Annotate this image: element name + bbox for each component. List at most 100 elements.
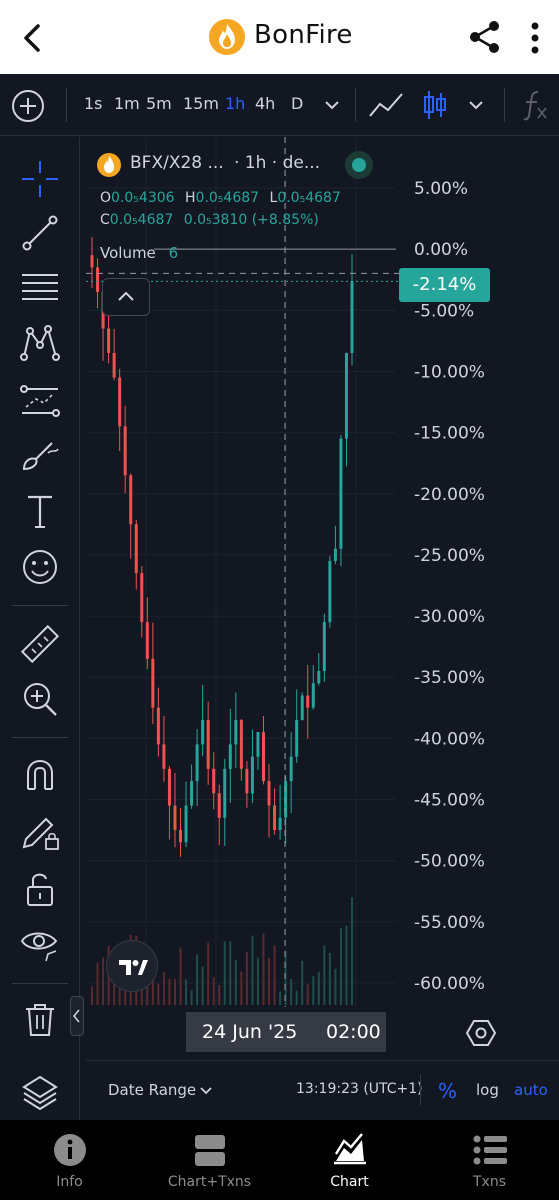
collapse-legend-button[interactable] (102, 278, 150, 316)
chevron-down-icon[interactable] (466, 88, 486, 122)
price-chart[interactable]: 5.00% 0.00% -5.00% -10.00% -15.00% -20.00% -25… (86, 137, 559, 1060)
brush-icon[interactable] (18, 433, 62, 477)
market-status-icon (345, 151, 373, 179)
emoji-icon[interactable] (18, 545, 62, 589)
log-scale-toggle[interactable]: log (476, 1081, 499, 1099)
candle-body (201, 719, 205, 745)
tradingview-logo[interactable] (106, 940, 158, 992)
line-chart-icon[interactable] (368, 88, 406, 122)
volume-bar (279, 991, 282, 1005)
info-icon (53, 1134, 86, 1166)
volume-bar (328, 952, 331, 1005)
volume-bar (262, 933, 265, 1005)
zoom-in-icon[interactable] (18, 677, 62, 721)
nav-txns[interactable]: Txns (420, 1120, 559, 1200)
candles-icon[interactable] (422, 88, 448, 122)
back-arrow-icon[interactable] (14, 18, 54, 58)
share-icon[interactable] (466, 18, 504, 56)
nav-chart[interactable]: Chart (280, 1120, 419, 1200)
timeframe-5m[interactable]: 5m (146, 94, 172, 113)
candle-body (156, 707, 160, 745)
candle-body (350, 281, 354, 353)
candle-body (184, 805, 188, 843)
text-tool-icon[interactable] (18, 489, 62, 533)
bonfire-logo-icon (209, 19, 245, 55)
volume-bar (173, 978, 176, 1005)
percent-scale-toggle[interactable]: % (438, 1079, 458, 1103)
magnet-icon[interactable] (18, 753, 62, 797)
toolbar-divider (355, 88, 356, 122)
fib-retracement-icon[interactable] (18, 265, 62, 309)
candle-body (306, 695, 310, 708)
nav-info[interactable]: Info (0, 1120, 139, 1200)
price-axis-label: -50.00% (414, 852, 485, 872)
toolbar-divider (504, 88, 505, 122)
volume-bar (284, 951, 287, 1005)
timeframe-15m[interactable]: 15m (183, 94, 219, 113)
price-axis-label: -30.00% (414, 607, 485, 627)
trash-icon[interactable] (18, 997, 62, 1041)
candle-body (228, 744, 232, 769)
list-icon (473, 1135, 507, 1165)
session-clock[interactable]: 13:19:23 (UTC+1) (296, 1081, 423, 1097)
app-title: BonFire (254, 20, 353, 50)
trend-line-icon[interactable] (18, 211, 62, 255)
chart-grid (86, 137, 396, 1007)
symbol-name: BFX/X28 ... (130, 153, 224, 173)
date-range-button[interactable]: Date Range (108, 1081, 197, 1099)
volume-bar (162, 971, 165, 1005)
lock-drawings-edit-icon[interactable] (18, 809, 62, 853)
auto-scale-toggle[interactable]: auto (514, 1081, 548, 1099)
timeframe-1s[interactable]: 1s (84, 94, 103, 113)
forecast-icon[interactable] (18, 379, 62, 423)
nav-chart-txns[interactable]: Chart+Txns (140, 1120, 279, 1200)
candle-body (206, 719, 210, 769)
candle-body (300, 695, 304, 720)
volume-bar (157, 983, 160, 1005)
volume-bar (301, 960, 304, 1005)
low-label: L (269, 190, 278, 206)
chevron-down-icon[interactable] (198, 1081, 214, 1101)
volume-bar (268, 957, 271, 1005)
timeframe-1m[interactable]: 1m (114, 94, 140, 113)
bottom-navigation: Info Chart+Txns Chart Txns (0, 1120, 559, 1200)
more-vertical-icon[interactable] (522, 18, 548, 58)
candle-body (322, 622, 326, 671)
high-value: 0.0₅4687 (195, 190, 260, 206)
candle-body (261, 732, 265, 782)
candle-body (273, 805, 277, 830)
timeframe-4h[interactable]: 4h (255, 94, 276, 113)
add-symbol-icon[interactable] (10, 88, 46, 124)
volume-bar (151, 979, 154, 1005)
candle-body (118, 377, 122, 427)
chevron-up-icon (118, 291, 134, 301)
volume-bar (256, 957, 259, 1005)
price-axis-label: -25.00% (414, 546, 485, 566)
eye-visibility-icon[interactable] (18, 921, 62, 965)
pattern-icon[interactable] (18, 321, 62, 365)
candle-body (123, 426, 127, 476)
volume-bar (179, 947, 182, 1005)
unlock-icon[interactable] (18, 867, 62, 911)
layers-icon[interactable] (18, 1071, 62, 1115)
timeframe-d[interactable]: D (291, 94, 304, 113)
candle-body (140, 573, 144, 623)
ruler-icon[interactable] (18, 623, 62, 667)
chart-settings-icon[interactable] (464, 1016, 498, 1050)
candle-body (328, 560, 332, 623)
chevron-down-icon[interactable] (322, 88, 342, 122)
collapse-toolbar-tab[interactable] (70, 996, 84, 1036)
volume-bar (306, 984, 309, 1005)
indicators-fx-icon[interactable] (518, 88, 550, 122)
crosshair-date: 24 Jun '25 (202, 1021, 298, 1043)
timeframe-1h[interactable]: 1h (225, 94, 246, 113)
change-value: 0.0₅3810 (+8.85%) (183, 212, 319, 228)
volume-bar (273, 945, 276, 1005)
price-axis-label: 0.00% (414, 240, 468, 260)
crosshair-icon[interactable] (18, 157, 62, 201)
candle-body (333, 548, 337, 561)
volume-legend: Volume 6 (100, 244, 178, 262)
symbol-interval: · 1h · de... (234, 153, 321, 173)
candle-body (284, 781, 288, 818)
volume-bar (351, 897, 353, 1005)
